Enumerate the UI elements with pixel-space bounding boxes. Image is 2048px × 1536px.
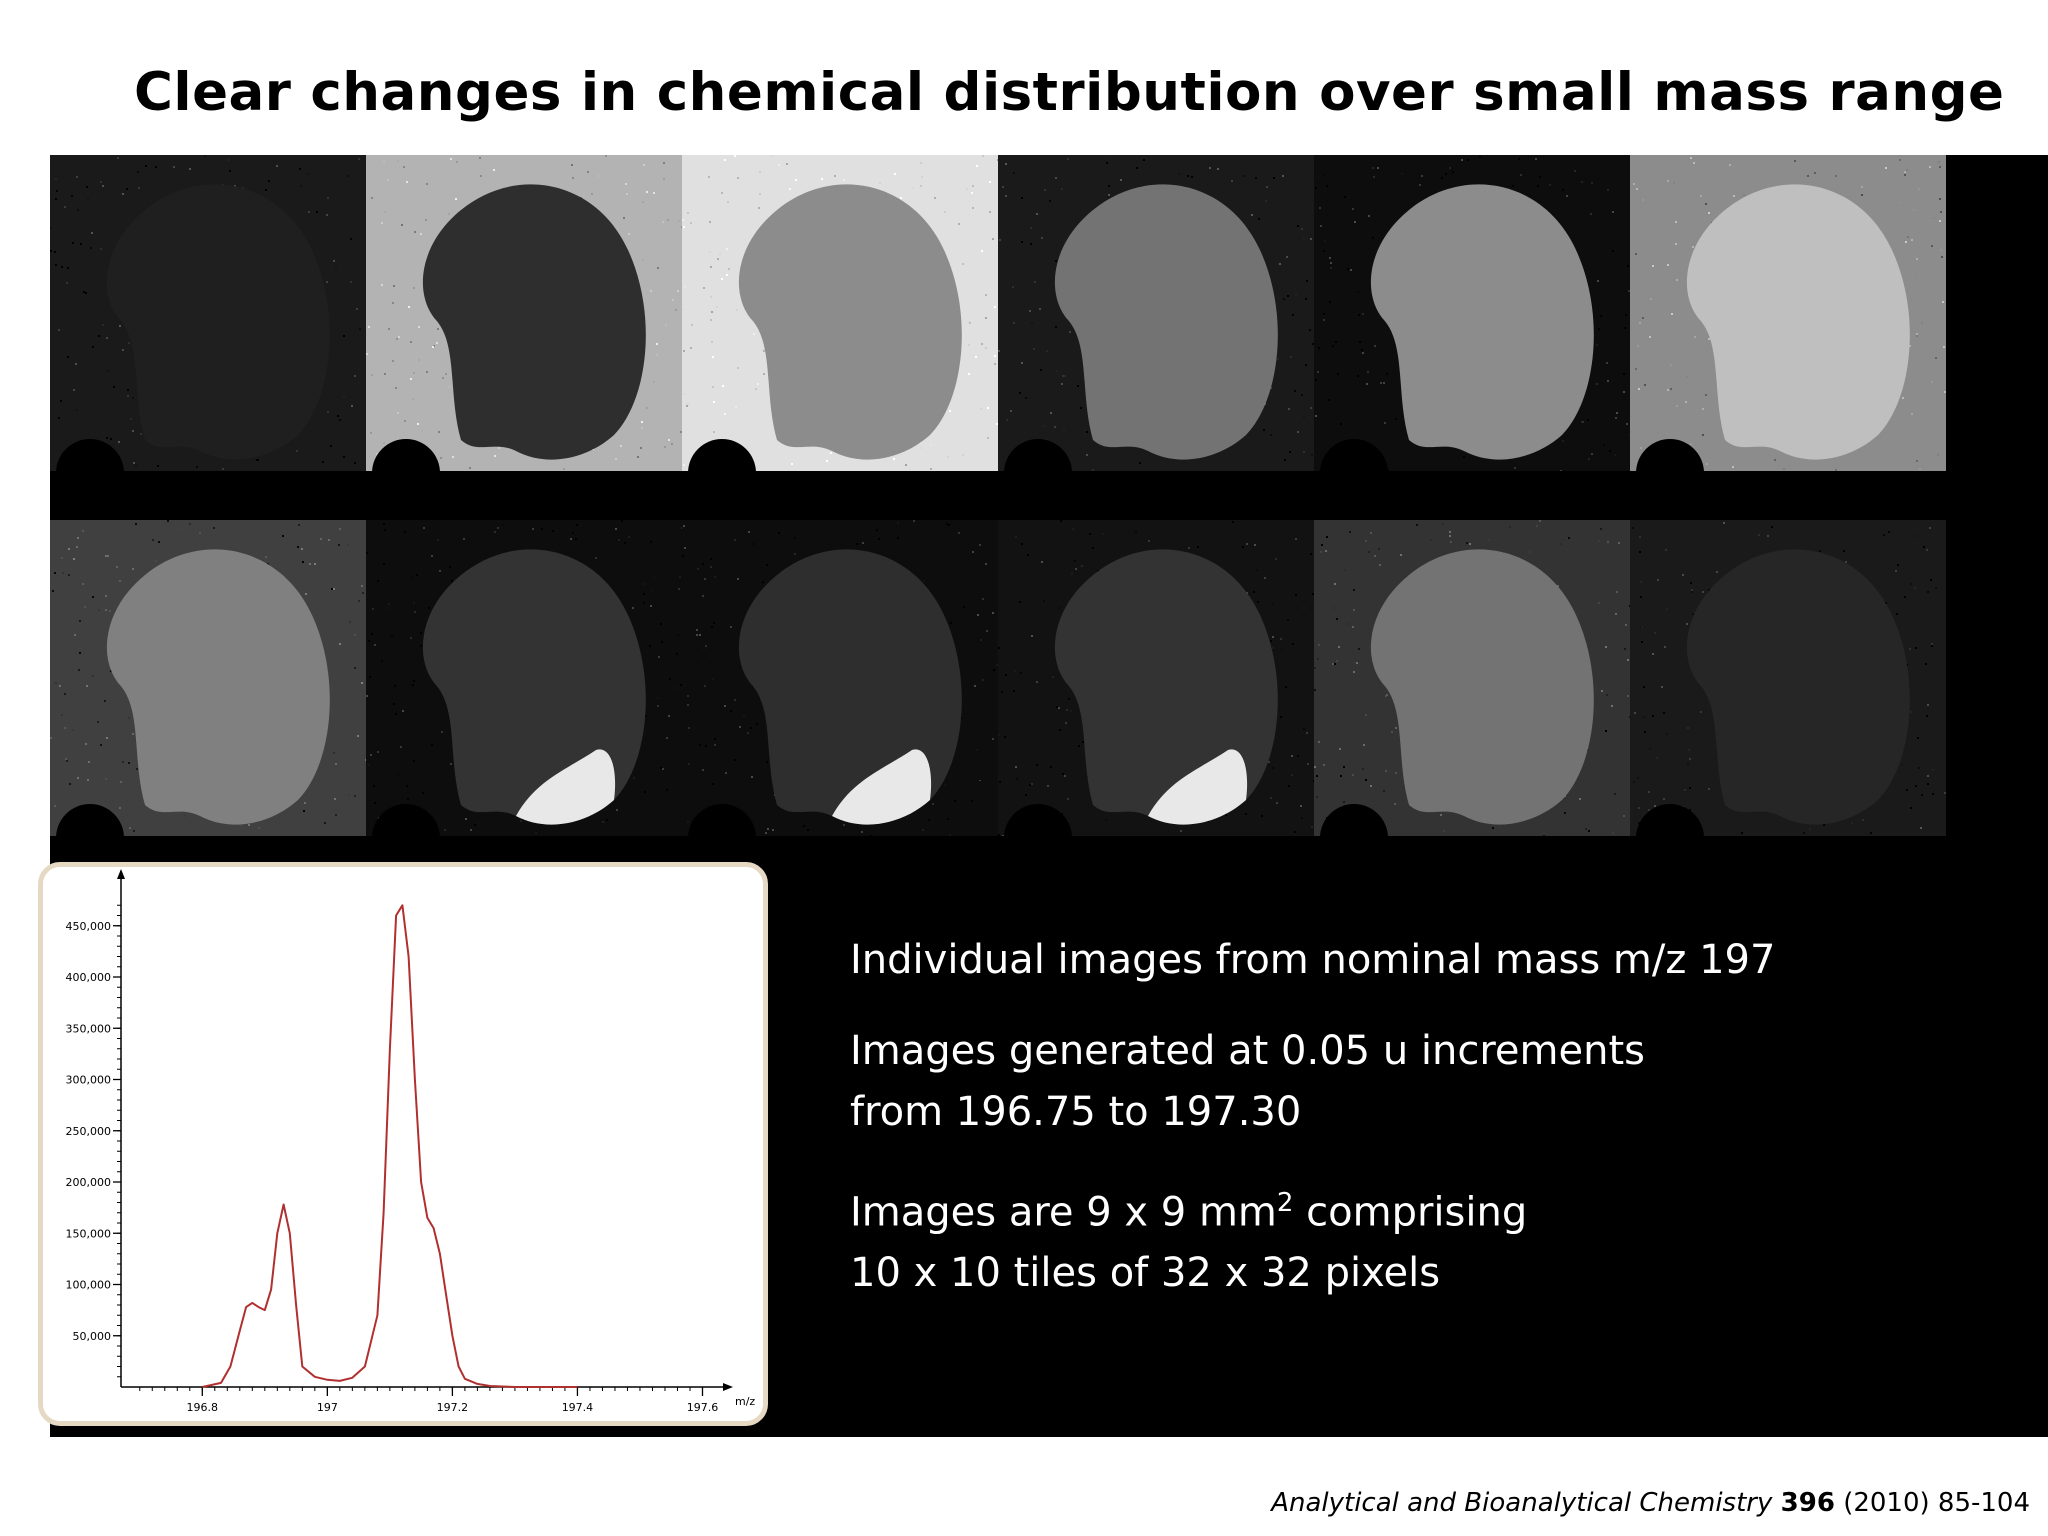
mass-spectrum-chart: 50,000 100,000 150,000 200,000 250,000 300,00… <box>38 862 768 1426</box>
x-axis-label: m/z <box>735 1395 755 1408</box>
y-tick-label: 50,000 <box>73 1330 112 1343</box>
y-tick-label: 400,000 <box>66 971 112 984</box>
bullet-2-line1: Images generated at 0.05 u increments <box>850 1028 1645 1074</box>
y-tick-label: 200,000 <box>66 1176 112 1189</box>
mass-image-tile <box>682 520 998 836</box>
bullet-2-line2: from 196.75 to 197.30 <box>850 1089 1302 1135</box>
y-tick-label: 150,000 <box>66 1227 112 1240</box>
x-axis-arrow-icon <box>723 1383 733 1391</box>
info-text: Individual images from nominal mass m/z … <box>850 930 1950 1334</box>
x-tick-label: 196.8 <box>187 1401 219 1414</box>
bullet-1-text: Individual images from nominal mass m/z … <box>850 937 1776 983</box>
y-tick-label: 350,000 <box>66 1022 112 1035</box>
bullet-3-line2: 10 x 10 tiles of 32 x 32 pixels <box>850 1250 1441 1297</box>
bullet-3-superscript: 2 <box>1276 1188 1294 1218</box>
mass-spectrum-svg: 50,000 100,000 150,000 200,000 250,000 300,00… <box>66 869 755 1414</box>
mass-image-tile <box>50 520 366 836</box>
mass-image-tile <box>1314 155 1630 471</box>
y-tick-label: 450,000 <box>66 920 112 933</box>
mass-image-tile <box>1314 520 1630 836</box>
x-tick-label: 197.4 <box>562 1401 594 1414</box>
spectrum-line <box>202 904 578 1388</box>
bullet-3: Images are 9 x 9 mm2 comprising 10 x 10 … <box>850 1173 1950 1304</box>
slide-title: Clear changes in chemical distribution o… <box>134 62 2005 123</box>
mass-image-tile <box>682 155 998 471</box>
citation: Analytical and Bioanalytical Chemistry 3… <box>1244 1488 2030 1518</box>
mass-image-tile <box>366 520 682 836</box>
x-tick-label: 197.2 <box>437 1401 469 1414</box>
mass-image-tile <box>366 155 682 471</box>
mass-image-tile <box>998 520 1314 836</box>
citation-volume: 396 <box>1780 1488 1835 1518</box>
citation-journal: Analytical and Bioanalytical Chemistry <box>1271 1488 1773 1518</box>
y-tick-label: 100,000 <box>66 1279 112 1292</box>
citation-rest: (2010) 85-104 <box>1843 1488 2030 1518</box>
y-axis-arrow-icon <box>117 869 125 879</box>
bullet-1: Individual images from nominal mass m/z … <box>850 930 1950 991</box>
bullet-3-line1-pre: Images are 9 x 9 mm <box>850 1189 1277 1236</box>
bullet-2: Images generated at 0.05 u increments fr… <box>850 1021 1950 1143</box>
x-tick-label: 197 <box>317 1401 338 1414</box>
y-tick-label: 300,000 <box>66 1074 112 1087</box>
mass-image-tile <box>998 155 1314 471</box>
mass-image-tile <box>50 155 366 471</box>
x-tick-label: 197.6 <box>687 1401 719 1414</box>
mass-image-tile <box>1630 520 1946 836</box>
mass-image-tile <box>1630 155 1946 471</box>
bullet-3-line1-post: comprising <box>1293 1189 1528 1236</box>
y-tick-label: 250,000 <box>66 1125 112 1138</box>
